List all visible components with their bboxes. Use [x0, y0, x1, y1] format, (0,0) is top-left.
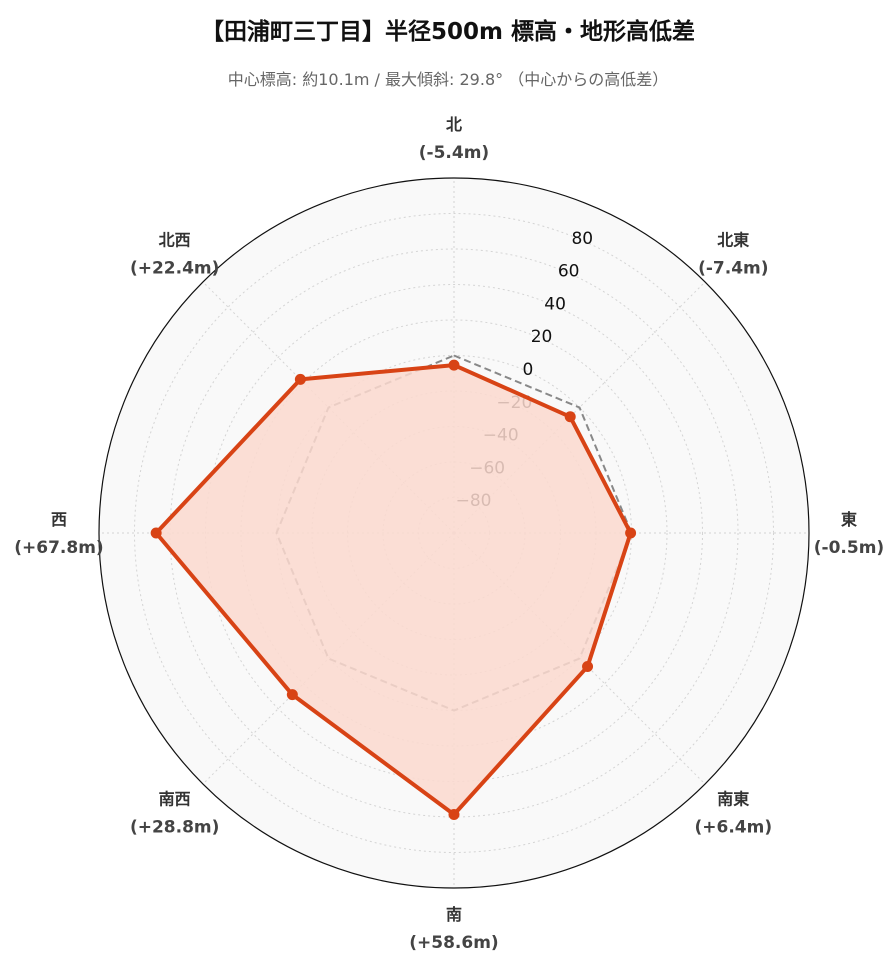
grid-spoke [453, 532, 706, 785]
direction-label: 北 [446, 115, 462, 134]
direction-value-label: (-5.4m) [419, 143, 489, 163]
direction-label: 西 [51, 510, 67, 529]
grid-circle [134, 213, 774, 853]
data-point-7 [294, 373, 306, 385]
direction-label: 東 [841, 510, 857, 529]
grid-spoke [202, 281, 455, 534]
direction-value-label: (+22.4m) [130, 259, 219, 279]
grid-circle [240, 319, 668, 747]
chart-title: 【田浦町三丁目】半径500m 標高・地形高低差 [201, 19, 695, 45]
category-labels: 北 (-5.4m) 北東 (-7.4m) 東 (-0.5m) 南東 (+6.4m) 南 (+58.… [14, 115, 884, 953]
data-point-0 [448, 359, 460, 371]
data-point-2 [625, 527, 637, 539]
series-area [156, 365, 631, 815]
direction-value-label: (+58.6m) [409, 933, 498, 953]
direction-value-label: (-7.4m) [698, 259, 768, 279]
direction-label: 南西 [159, 789, 191, 808]
data-point-6 [150, 527, 162, 539]
direction-value-label: (-0.5m) [814, 538, 884, 558]
direction-value-label: (+6.4m) [694, 817, 772, 837]
chart-subtitle: 中心標高: 約10.1m / 最大傾斜: 29.8° （中心からの高低差） [227, 70, 669, 89]
data-point-3 [582, 661, 594, 673]
grid-spoke [453, 281, 706, 534]
direction-label: 北西 [159, 231, 191, 250]
direction-value-label: (+67.8m) [14, 538, 103, 558]
data-point-1 [564, 411, 576, 423]
data-point-4 [448, 809, 460, 821]
radial-tick-label: 60 [558, 262, 580, 282]
radial-tick-label: 40 [544, 294, 566, 314]
grid-spoke [202, 532, 455, 785]
radial-tick-label: 80 [571, 229, 593, 249]
radial-tick-label: 20 [531, 327, 553, 347]
data-point-5 [286, 689, 298, 701]
direction-value-label: (+28.8m) [130, 817, 219, 837]
direction-label: 北東 [717, 231, 749, 250]
direction-label: 南東 [717, 789, 749, 808]
outer-frame [98, 177, 810, 889]
radial-tick-label: 0 [523, 360, 534, 380]
series-layer [150, 359, 637, 821]
direction-label: 南 [446, 905, 462, 924]
